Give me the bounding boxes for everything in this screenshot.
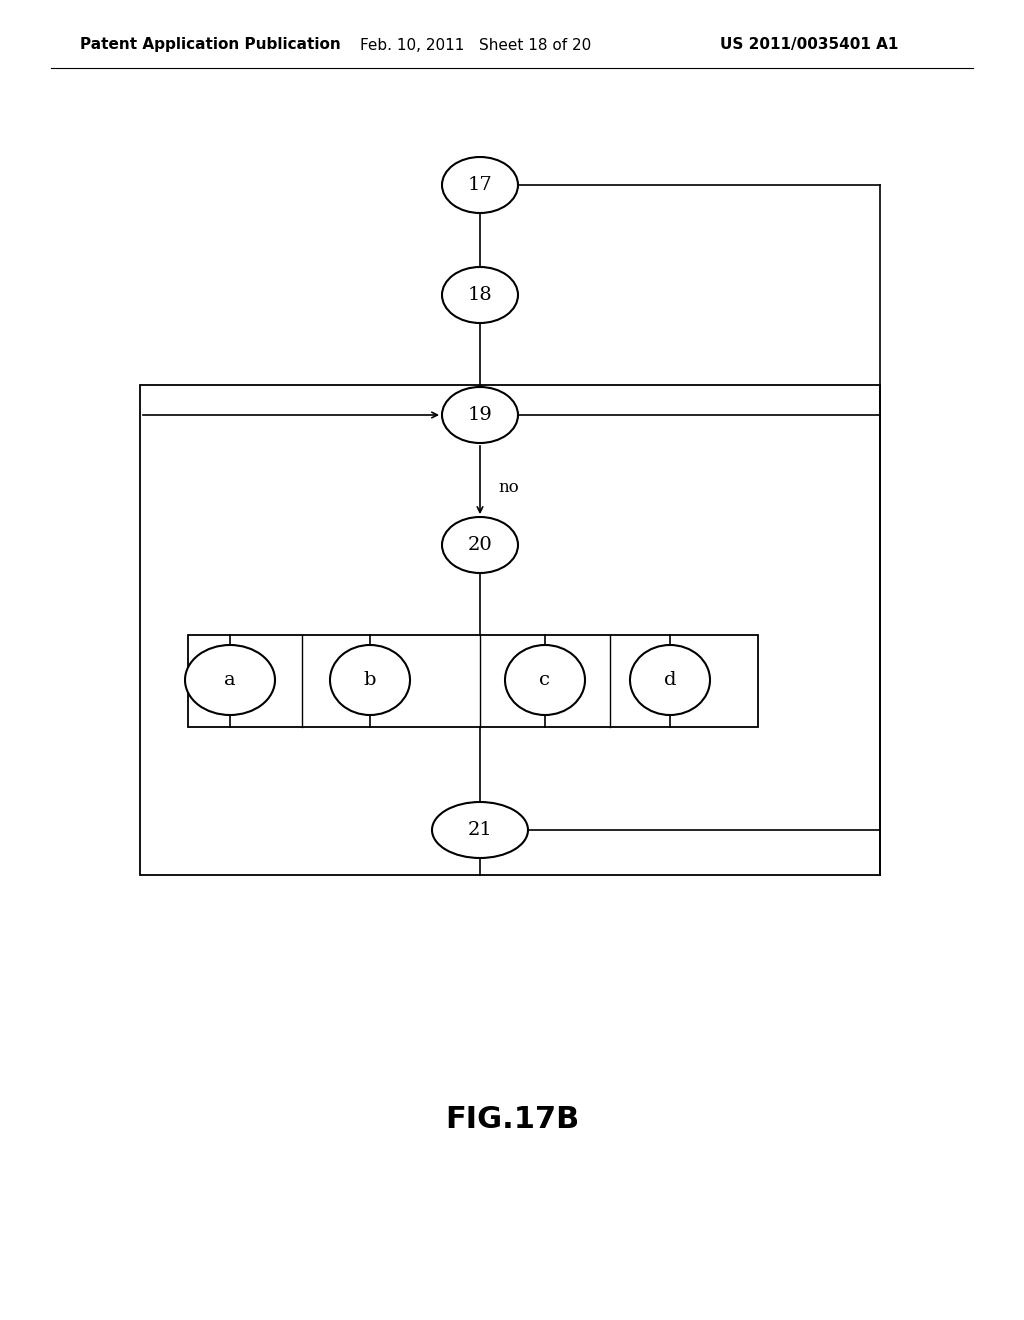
Ellipse shape xyxy=(442,387,518,444)
Text: US 2011/0035401 A1: US 2011/0035401 A1 xyxy=(720,37,898,53)
Text: 19: 19 xyxy=(468,407,493,424)
Text: b: b xyxy=(364,671,376,689)
Ellipse shape xyxy=(185,645,275,715)
Ellipse shape xyxy=(442,157,518,213)
Ellipse shape xyxy=(505,645,585,715)
Text: c: c xyxy=(540,671,551,689)
Ellipse shape xyxy=(630,645,710,715)
Text: d: d xyxy=(664,671,676,689)
Text: a: a xyxy=(224,671,236,689)
Text: 20: 20 xyxy=(468,536,493,554)
Text: no: no xyxy=(498,479,519,495)
Text: Patent Application Publication: Patent Application Publication xyxy=(80,37,341,53)
Bar xyxy=(188,635,758,727)
Ellipse shape xyxy=(432,803,528,858)
Ellipse shape xyxy=(330,645,410,715)
Ellipse shape xyxy=(442,267,518,323)
Text: 17: 17 xyxy=(468,176,493,194)
Text: 21: 21 xyxy=(468,821,493,840)
Text: FIG.17B: FIG.17B xyxy=(444,1106,580,1134)
Text: 18: 18 xyxy=(468,286,493,304)
Text: Feb. 10, 2011   Sheet 18 of 20: Feb. 10, 2011 Sheet 18 of 20 xyxy=(360,37,591,53)
Ellipse shape xyxy=(442,517,518,573)
Bar xyxy=(140,385,880,875)
